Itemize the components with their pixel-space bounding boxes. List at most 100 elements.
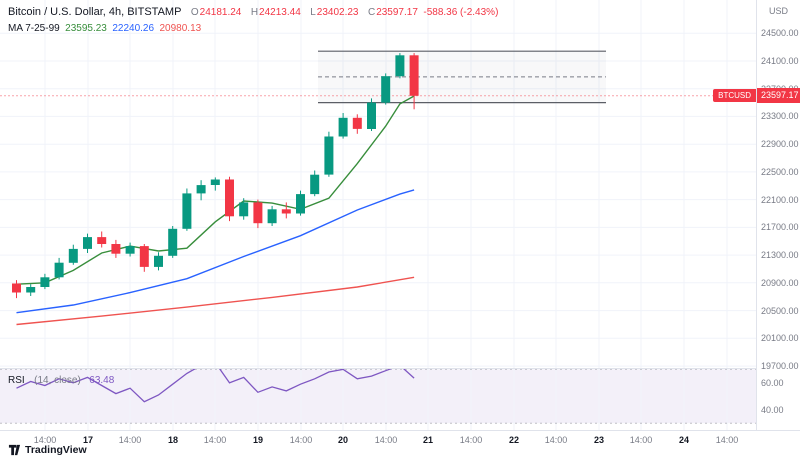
price-axis-label: 24500.00 <box>761 28 799 38</box>
rsi-line <box>16 368 415 403</box>
open-label: O <box>190 7 199 18</box>
candle <box>182 193 192 229</box>
high-label: H <box>250 7 259 18</box>
time-axis-label: 19 <box>252 435 264 445</box>
price-chart-canvas[interactable] <box>0 0 756 368</box>
ma25-line <box>16 189 415 314</box>
candle <box>97 237 107 244</box>
candle <box>395 55 405 77</box>
ma99-value: 20980.13 <box>159 23 202 34</box>
rsi-pane[interactable]: RSI (14, close) 63.48 <box>0 368 756 430</box>
price-axis-label: 21700.00 <box>761 222 799 232</box>
candle <box>12 283 21 293</box>
range-box[interactable] <box>318 50 606 104</box>
candle <box>68 248 78 263</box>
close-label: C <box>367 7 376 18</box>
tradingview-logo-icon <box>8 444 21 456</box>
candle <box>381 76 391 103</box>
candle <box>267 209 277 224</box>
candles <box>12 53 419 299</box>
time-axis-label: 14:00 <box>203 435 227 445</box>
low-value: 23402.23 <box>316 7 359 18</box>
tradingview-logo[interactable]: TradingView <box>8 443 87 456</box>
pane-separator[interactable] <box>0 368 800 369</box>
candle <box>310 174 320 195</box>
change-value: -588.36 (-2.43%) <box>423 7 499 18</box>
candle <box>281 209 291 214</box>
price-axis-label: 24100.00 <box>761 56 799 66</box>
rsi-legend: RSI (14, close) 63.48 <box>8 370 114 388</box>
time-axis[interactable]: 14:00 17 14:00 18 14:00 19 14:00 20 14:00 21 14:00… <box>0 430 800 459</box>
ma-legend-row: MA 7-25-99 23595.23 22240.26 20980.13 <box>8 20 498 36</box>
time-axis-label: 14:00 <box>629 435 653 445</box>
candle <box>26 287 36 293</box>
ma7-value: 23595.23 <box>65 23 107 34</box>
rsi-params: (14, close) <box>34 375 81 386</box>
price-axis-label: 20500.00 <box>761 306 799 316</box>
candle <box>125 246 135 254</box>
axis-currency-label: USD <box>768 6 788 16</box>
candle <box>324 136 334 175</box>
price-axis-label: 23300.00 <box>761 111 799 121</box>
time-axis-label: 20 <box>337 435 349 445</box>
price-axis[interactable]: USD 23597.17 24500.0024100.0023700.00233… <box>757 0 800 430</box>
candle <box>40 277 50 287</box>
candle <box>296 194 305 214</box>
time-axis-label: 14:00 <box>33 435 57 445</box>
candle <box>83 237 92 249</box>
time-axis-label: 22 <box>508 435 520 445</box>
ma25-value: 22240.26 <box>112 23 155 34</box>
candle <box>352 117 362 129</box>
symbol-title[interactable]: Bitcoin / U.S. Dollar, 4h, BITSTAMP <box>8 6 182 18</box>
price-axis-separator <box>756 0 757 430</box>
candle <box>409 55 419 96</box>
time-axis-label: 17 <box>82 435 94 445</box>
candle <box>253 202 263 224</box>
price-axis-label: 22500.00 <box>761 167 799 177</box>
price-axis-label: 20900.00 <box>761 278 799 288</box>
open-value: 24181.24 <box>199 7 242 18</box>
time-axis-label: 14:00 <box>118 435 142 445</box>
last-price-badge: 23597.17 <box>757 88 800 103</box>
rsi-value: 63.48 <box>89 375 115 386</box>
candle <box>367 102 376 129</box>
rsi-title[interactable]: RSI <box>8 375 25 386</box>
time-axis-label: 14:00 <box>289 435 313 445</box>
time-axis-label: 14:00 <box>459 435 483 445</box>
price-axis-label: 22900.00 <box>761 139 799 149</box>
time-axis-label: 21 <box>422 435 434 445</box>
rsi-chart-canvas[interactable] <box>0 368 756 430</box>
time-axis-label: 23 <box>593 435 605 445</box>
time-axis-label: 14:00 <box>374 435 398 445</box>
ma99-line <box>16 276 415 326</box>
symbol-legend-row: Bitcoin / U.S. Dollar, 4h, BITSTAMP O241… <box>8 4 498 20</box>
rsi-band <box>0 369 756 424</box>
candle <box>338 117 348 137</box>
chart-legend: Bitcoin / U.S. Dollar, 4h, BITSTAMP O241… <box>8 4 498 36</box>
close-value: 23597.17 <box>376 7 418 18</box>
rsi-axis-label: 60.00 <box>761 378 784 388</box>
price-axis-label: 20100.00 <box>761 333 799 343</box>
candle <box>111 244 121 254</box>
candle <box>210 179 220 185</box>
low-label: L <box>310 7 316 18</box>
rsi-axis-label: 40.00 <box>761 405 784 415</box>
time-axis-label: 24 <box>678 435 690 445</box>
candle <box>196 185 206 194</box>
candle <box>168 228 178 256</box>
candle <box>154 255 163 267</box>
time-axis-label: 14:00 <box>715 435 739 445</box>
candle <box>225 179 234 217</box>
tradingview-logo-text: TradingView <box>25 443 87 456</box>
price-axis-label: 19700.00 <box>761 361 799 371</box>
time-axis-separator <box>0 430 800 431</box>
ma-indicator-title[interactable]: MA 7-25-99 <box>8 23 60 34</box>
price-pane[interactable]: Bitcoin / U.S. Dollar, 4h, BITSTAMP O241… <box>0 0 756 368</box>
price-axis-label: 21300.00 <box>761 250 799 260</box>
time-axis-label: 18 <box>167 435 179 445</box>
price-axis-label: 22100.00 <box>761 195 799 205</box>
candle <box>54 262 64 278</box>
time-axis-label: 14:00 <box>544 435 568 445</box>
last-price-symbol-tag: BTCUSD <box>713 89 756 102</box>
